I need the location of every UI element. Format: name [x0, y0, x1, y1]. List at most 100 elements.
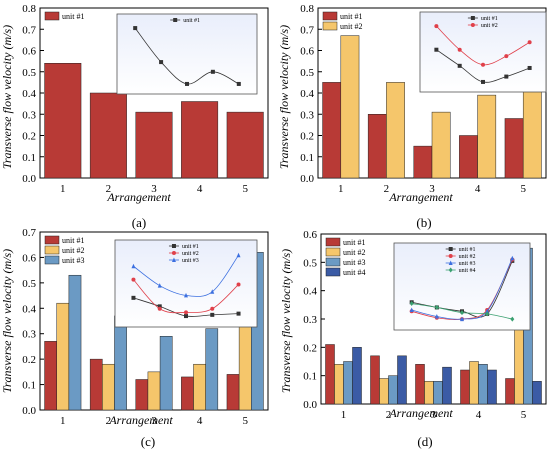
inset-marker-2-0-0 — [131, 295, 136, 300]
legend-swatch — [44, 245, 60, 255]
bar-a-s1-c3 — [135, 111, 173, 179]
y-tick-label: 0.0 — [22, 405, 36, 417]
y-tick-label: 0.4 — [303, 286, 317, 298]
bar-c-s2-c2 — [102, 363, 115, 411]
inset-legend-label: unit #2 — [459, 254, 476, 260]
y-axis-label: Transverse flow velocity (m/s) — [0, 25, 14, 169]
y-tick-label: 0.4 — [22, 88, 36, 100]
bar-c-s3-c3 — [159, 336, 173, 411]
inset-marker-3-3-1 — [434, 304, 439, 310]
inset-marker-2-lg-0 — [171, 244, 176, 248]
bar-d-s2-c3 — [424, 381, 434, 405]
y-tick-label: 0.1 — [22, 152, 36, 164]
inset-marker-0-0-0 — [133, 26, 138, 31]
inset-marker-0-lg-0 — [173, 18, 178, 22]
x-tick-label: 5 — [520, 183, 526, 195]
inset-marker-2-2-4 — [236, 252, 241, 258]
inset-line-chart: unit #1 — [116, 13, 258, 95]
legend-label: unit #1 — [340, 12, 362, 21]
bar-c-s1-c2 — [89, 358, 103, 411]
x-axis-label: Arrangement — [388, 406, 453, 420]
inset-marker-1-1-1 — [457, 47, 462, 52]
legend-swatch — [322, 11, 338, 21]
inset-legend-label: unit #3 — [459, 261, 476, 267]
legend-swatch — [325, 267, 341, 277]
inset-marker-3-3-3 — [485, 311, 490, 317]
panel-label: (d) — [417, 434, 432, 449]
inset-legend-label: unit #4 — [459, 268, 476, 274]
inset-marker-3-2-0 — [409, 307, 414, 313]
inset-marker-2-1-4 — [236, 282, 241, 287]
inset-marker-2-2-0 — [131, 263, 136, 269]
y-tick-label: 0.3 — [300, 109, 314, 121]
bar-c-s1-c3 — [135, 379, 149, 411]
x-tick-label: 4 — [475, 183, 481, 195]
bar-c-s3-c2 — [114, 315, 127, 411]
bar-d-s4-c4 — [487, 369, 497, 405]
y-tick-label: 0.2 — [303, 342, 317, 354]
bar-b-s1-c3 — [413, 145, 433, 179]
x-tick-label: 3 — [151, 415, 157, 427]
bar-d-s1-c4 — [460, 369, 470, 405]
inset-legend-label: unit #1 — [459, 247, 476, 253]
panel-label: (b) — [416, 215, 431, 230]
bar-c-s1-c1 — [44, 341, 57, 411]
x-axis-label: Arrangement — [106, 190, 171, 204]
inset-marker-1-0-2 — [481, 79, 485, 84]
y-tick-label: 0.1 — [22, 380, 36, 392]
y-tick-label: 0.6 — [22, 46, 36, 58]
x-tick-label: 4 — [476, 409, 482, 421]
x-tick-label: 3 — [431, 409, 437, 421]
legend-swatch — [325, 247, 341, 257]
y-tick-label: 0.3 — [22, 109, 36, 121]
inset-marker-2-0-1 — [157, 304, 162, 309]
inset-marker-3-3-2 — [460, 310, 464, 316]
bar-d-s4-c1 — [352, 347, 362, 405]
x-tick-label: 2 — [106, 183, 112, 195]
inset-marker-2-2-3 — [210, 289, 215, 294]
inset-marker-3-2-2 — [460, 316, 464, 322]
legend-swatch — [44, 11, 60, 21]
bar-a-s1-c2 — [89, 92, 127, 179]
bar-c-s3-c1 — [68, 274, 82, 411]
bar-d-s3-c2 — [388, 375, 398, 405]
inset-marker-1-lg-1 — [470, 23, 475, 27]
legend-label: unit #2 — [343, 248, 365, 257]
bar-c-s2-c1 — [56, 302, 70, 411]
y-tick-label: 0.3 — [303, 314, 317, 326]
bar-b-s2-c4 — [477, 94, 497, 179]
inset-marker-2-0-3 — [210, 312, 215, 317]
inset-marker-2-1-0 — [131, 277, 136, 282]
legend-label: unit #3 — [62, 256, 84, 265]
legend-swatch — [44, 255, 60, 265]
bar-b-s2-c2 — [386, 82, 405, 179]
inset-marker-3-2-1 — [434, 313, 439, 319]
inset-marker-0-0-2 — [185, 81, 189, 86]
bar-d-s1-c5 — [505, 378, 515, 405]
bar-c-s1-c5 — [226, 374, 240, 411]
bar-b-s1-c4 — [459, 135, 478, 179]
x-axis-label: Arrangement — [388, 190, 453, 204]
inset-marker-3-lg-3 — [448, 267, 453, 273]
bar-c-s3-c4 — [205, 328, 219, 411]
bar-d-s3-c4 — [478, 364, 488, 405]
inset-marker-3-lg-0 — [448, 247, 453, 251]
y-tick-label: 0.8 — [300, 3, 314, 15]
y-tick-label: 0.5 — [303, 257, 317, 269]
x-tick-label: 3 — [429, 183, 435, 195]
bar-d-s1-c2 — [370, 355, 380, 405]
y-tick-label: 0.5 — [300, 67, 314, 79]
panel-label: (c) — [141, 434, 155, 449]
inset-marker-2-2-1 — [157, 283, 162, 288]
bar-d-s1-c3 — [415, 364, 425, 405]
inset-marker-1-0-4 — [527, 65, 532, 70]
inset-marker-3-2-3 — [485, 308, 490, 314]
y-tick-label: 0.0 — [22, 173, 36, 185]
legend-swatch — [44, 235, 60, 245]
y-tick-label: 0.3 — [22, 329, 36, 341]
bar-c-s2-c3 — [147, 371, 161, 411]
inset-marker-3-lg-2 — [448, 260, 453, 265]
